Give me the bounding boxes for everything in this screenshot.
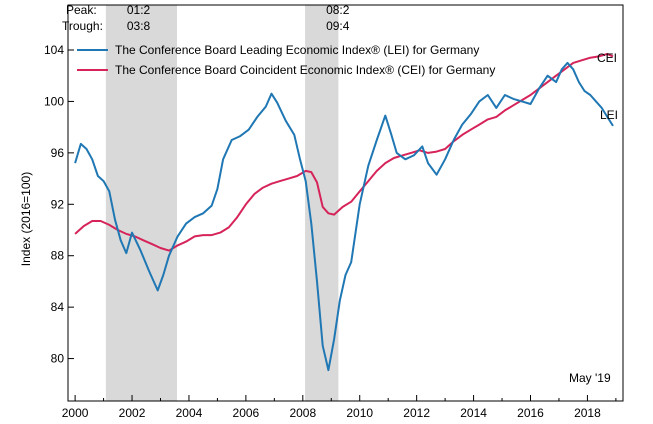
- y-axis-label: Index (2016=100): [19, 172, 33, 266]
- x-tick-label: 2002: [119, 406, 146, 420]
- x-tick-label: 2006: [233, 406, 260, 420]
- legend-label-lei: The Conference Board Leading Economic In…: [115, 43, 479, 57]
- y-tick-label: 88: [51, 249, 65, 263]
- recession-band-1: [105, 5, 178, 401]
- series-lines: [74, 52, 614, 372]
- y-tick-label: 92: [51, 197, 65, 211]
- y-tick-label: 100: [44, 94, 64, 108]
- y-tick-label: 96: [51, 146, 65, 160]
- x-tick-label: 2016: [517, 406, 544, 420]
- legend: The Conference Board Leading Economic In…: [77, 43, 495, 77]
- x-tick-label: 2010: [346, 406, 373, 420]
- recession-peak-2: 08:2: [326, 3, 350, 17]
- y-axis-ticks: 80 84 88 92 96 100 104: [44, 43, 74, 366]
- end-label-lei: LEI: [600, 108, 618, 122]
- x-axis-ticks: 2000 2002 2004 2006 2008 2010 2012 2014 2016 2018: [62, 395, 617, 420]
- series-line-lei: [74, 61, 614, 372]
- x-tick-label: 2014: [460, 406, 487, 420]
- recession-labels: 01:2 03:8 08:2 09:4: [127, 3, 350, 33]
- x-tick-label: 2000: [62, 406, 89, 420]
- y-tick-label: 84: [51, 300, 65, 314]
- x-tick-label: 2008: [289, 406, 316, 420]
- plot-frame: [67, 4, 624, 402]
- recession-trough-1: 03:8: [127, 19, 151, 33]
- legend-label-cei: The Conference Board Coincident Economic…: [115, 63, 495, 77]
- trough-label: Trough:: [62, 19, 103, 33]
- x-tick-label: 2012: [403, 406, 430, 420]
- note-date: May '19: [569, 371, 611, 385]
- x-tick-label: 2018: [574, 406, 601, 420]
- recession-shading: [105, 5, 339, 401]
- recession-trough-2: 09:4: [326, 19, 350, 33]
- y-tick-label: 80: [51, 352, 65, 366]
- x-tick-label: 2004: [176, 406, 203, 420]
- peak-label: Peak:: [66, 3, 97, 17]
- recession-peak-1: 01:2: [127, 3, 151, 17]
- y-tick-label: 104: [44, 43, 64, 57]
- series-line-cei: [74, 52, 614, 252]
- end-label-cei: CEI: [597, 51, 617, 65]
